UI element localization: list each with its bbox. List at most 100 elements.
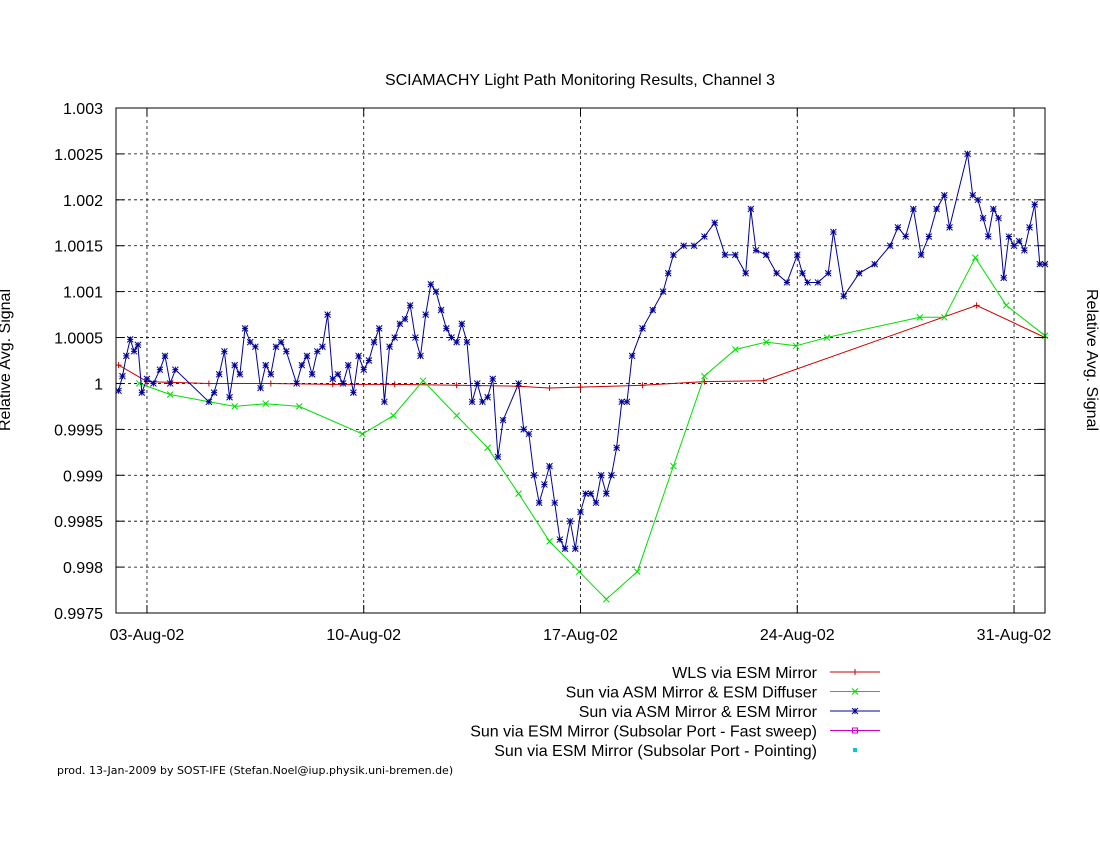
- series-2: [135, 254, 1049, 603]
- data-point: [293, 380, 300, 387]
- data-point: [752, 246, 760, 254]
- data-point: [355, 352, 362, 360]
- data-point: [659, 288, 667, 295]
- data-point: [350, 389, 357, 396]
- data-point: [783, 279, 791, 286]
- legend-entry: WLS via ESM Mirror: [672, 665, 880, 682]
- data-point: [680, 242, 688, 250]
- data-point: [577, 508, 584, 516]
- data-point: [463, 338, 471, 346]
- y-tick-label: 0.9975: [54, 606, 103, 623]
- data-point: [267, 380, 274, 387]
- y-tick-label: 1.0015: [54, 239, 103, 256]
- y-tick-label: 1.0005: [54, 331, 103, 348]
- data-point: [973, 302, 980, 309]
- data-point: [571, 545, 579, 553]
- data-point: [602, 595, 610, 603]
- axes: 0.9975 0.998 0.9985 0.999 0.9995 1 1.0005 1.001…: [54, 101, 1051, 644]
- data-point: [453, 412, 460, 419]
- data-point: [799, 269, 806, 277]
- data-point: [1021, 246, 1028, 254]
- data-point: [391, 334, 399, 341]
- data-point: [479, 398, 486, 406]
- data-point: [319, 343, 326, 351]
- data-point: [530, 471, 538, 479]
- data-point: [406, 302, 414, 309]
- data-point: [990, 205, 997, 213]
- data-point: [941, 191, 948, 199]
- data-point: [520, 426, 528, 433]
- data-point: [969, 191, 977, 199]
- data-point: [473, 380, 481, 387]
- data-point: [633, 568, 641, 576]
- data-point: [639, 382, 646, 389]
- data-point: [396, 320, 404, 328]
- data-point: [1031, 201, 1039, 208]
- data-point: [489, 375, 497, 383]
- data-point: [823, 334, 831, 341]
- data-point: [628, 352, 636, 360]
- x-tick-label: 17-Aug-02: [543, 627, 618, 644]
- data-point: [721, 251, 729, 259]
- data-point: [134, 341, 142, 349]
- legend: WLS via ESM Mirror Sun via ASM Mirror & E…: [470, 665, 880, 760]
- data-point: [298, 361, 306, 369]
- data-point: [453, 382, 460, 389]
- y-axis-label: Relative Avg. Signal: [0, 289, 14, 431]
- data-point: [115, 387, 122, 395]
- data-point: [277, 338, 285, 346]
- data-point: [484, 393, 491, 401]
- data-point: [166, 380, 174, 387]
- data-point: [329, 375, 337, 383]
- data-point: [964, 150, 971, 158]
- data-point: [344, 361, 352, 369]
- data-point: [130, 347, 138, 355]
- data-point: [613, 444, 620, 452]
- data-point: [251, 343, 259, 351]
- data-point: [417, 352, 424, 360]
- y-tick-label: 0.998: [63, 560, 103, 577]
- data-point: [262, 361, 270, 369]
- legend-entry: Sun via ASM Mirror & ESM Mirror: [579, 704, 880, 721]
- data-point: [830, 228, 837, 236]
- legend-marker: [851, 688, 859, 695]
- data-point: [575, 568, 583, 576]
- data-point: [618, 398, 626, 406]
- data-point: [246, 338, 254, 346]
- data-point: [840, 292, 848, 300]
- data-point: [971, 254, 979, 262]
- y-tick-label: 0.999: [63, 468, 103, 485]
- data-point: [556, 536, 564, 543]
- data-point: [468, 398, 476, 406]
- data-point: [824, 269, 832, 277]
- data-point: [226, 393, 233, 401]
- data-point: [933, 205, 940, 213]
- data-point: [303, 352, 311, 360]
- legend-marker: [852, 727, 858, 734]
- legend-marker: [853, 748, 857, 752]
- data-point: [156, 366, 164, 374]
- data-point: [742, 269, 750, 277]
- data-point: [375, 325, 383, 332]
- data-point: [272, 343, 280, 351]
- data-point: [236, 370, 244, 378]
- data-point: [711, 219, 719, 227]
- data-point: [231, 403, 239, 410]
- data-point: [592, 499, 600, 507]
- series-line: [118, 153, 1045, 551]
- y-tick-label: 1.002: [63, 193, 103, 210]
- legend-entry: Sun via ASM Mirror & ESM Diffuser: [566, 685, 880, 702]
- y-tick-label: 1.003: [63, 101, 103, 118]
- data-point: [161, 352, 169, 360]
- data-point: [1000, 274, 1008, 282]
- legend-label: Sun via ESM Mirror (Subsolar Port - Fast…: [470, 724, 817, 741]
- data-point: [515, 380, 522, 387]
- data-point: [262, 400, 270, 408]
- data-point: [448, 334, 455, 341]
- data-point: [577, 384, 584, 391]
- data-point: [267, 370, 275, 378]
- data-point: [855, 269, 863, 277]
- data-point: [122, 352, 130, 360]
- data-point: [602, 490, 610, 497]
